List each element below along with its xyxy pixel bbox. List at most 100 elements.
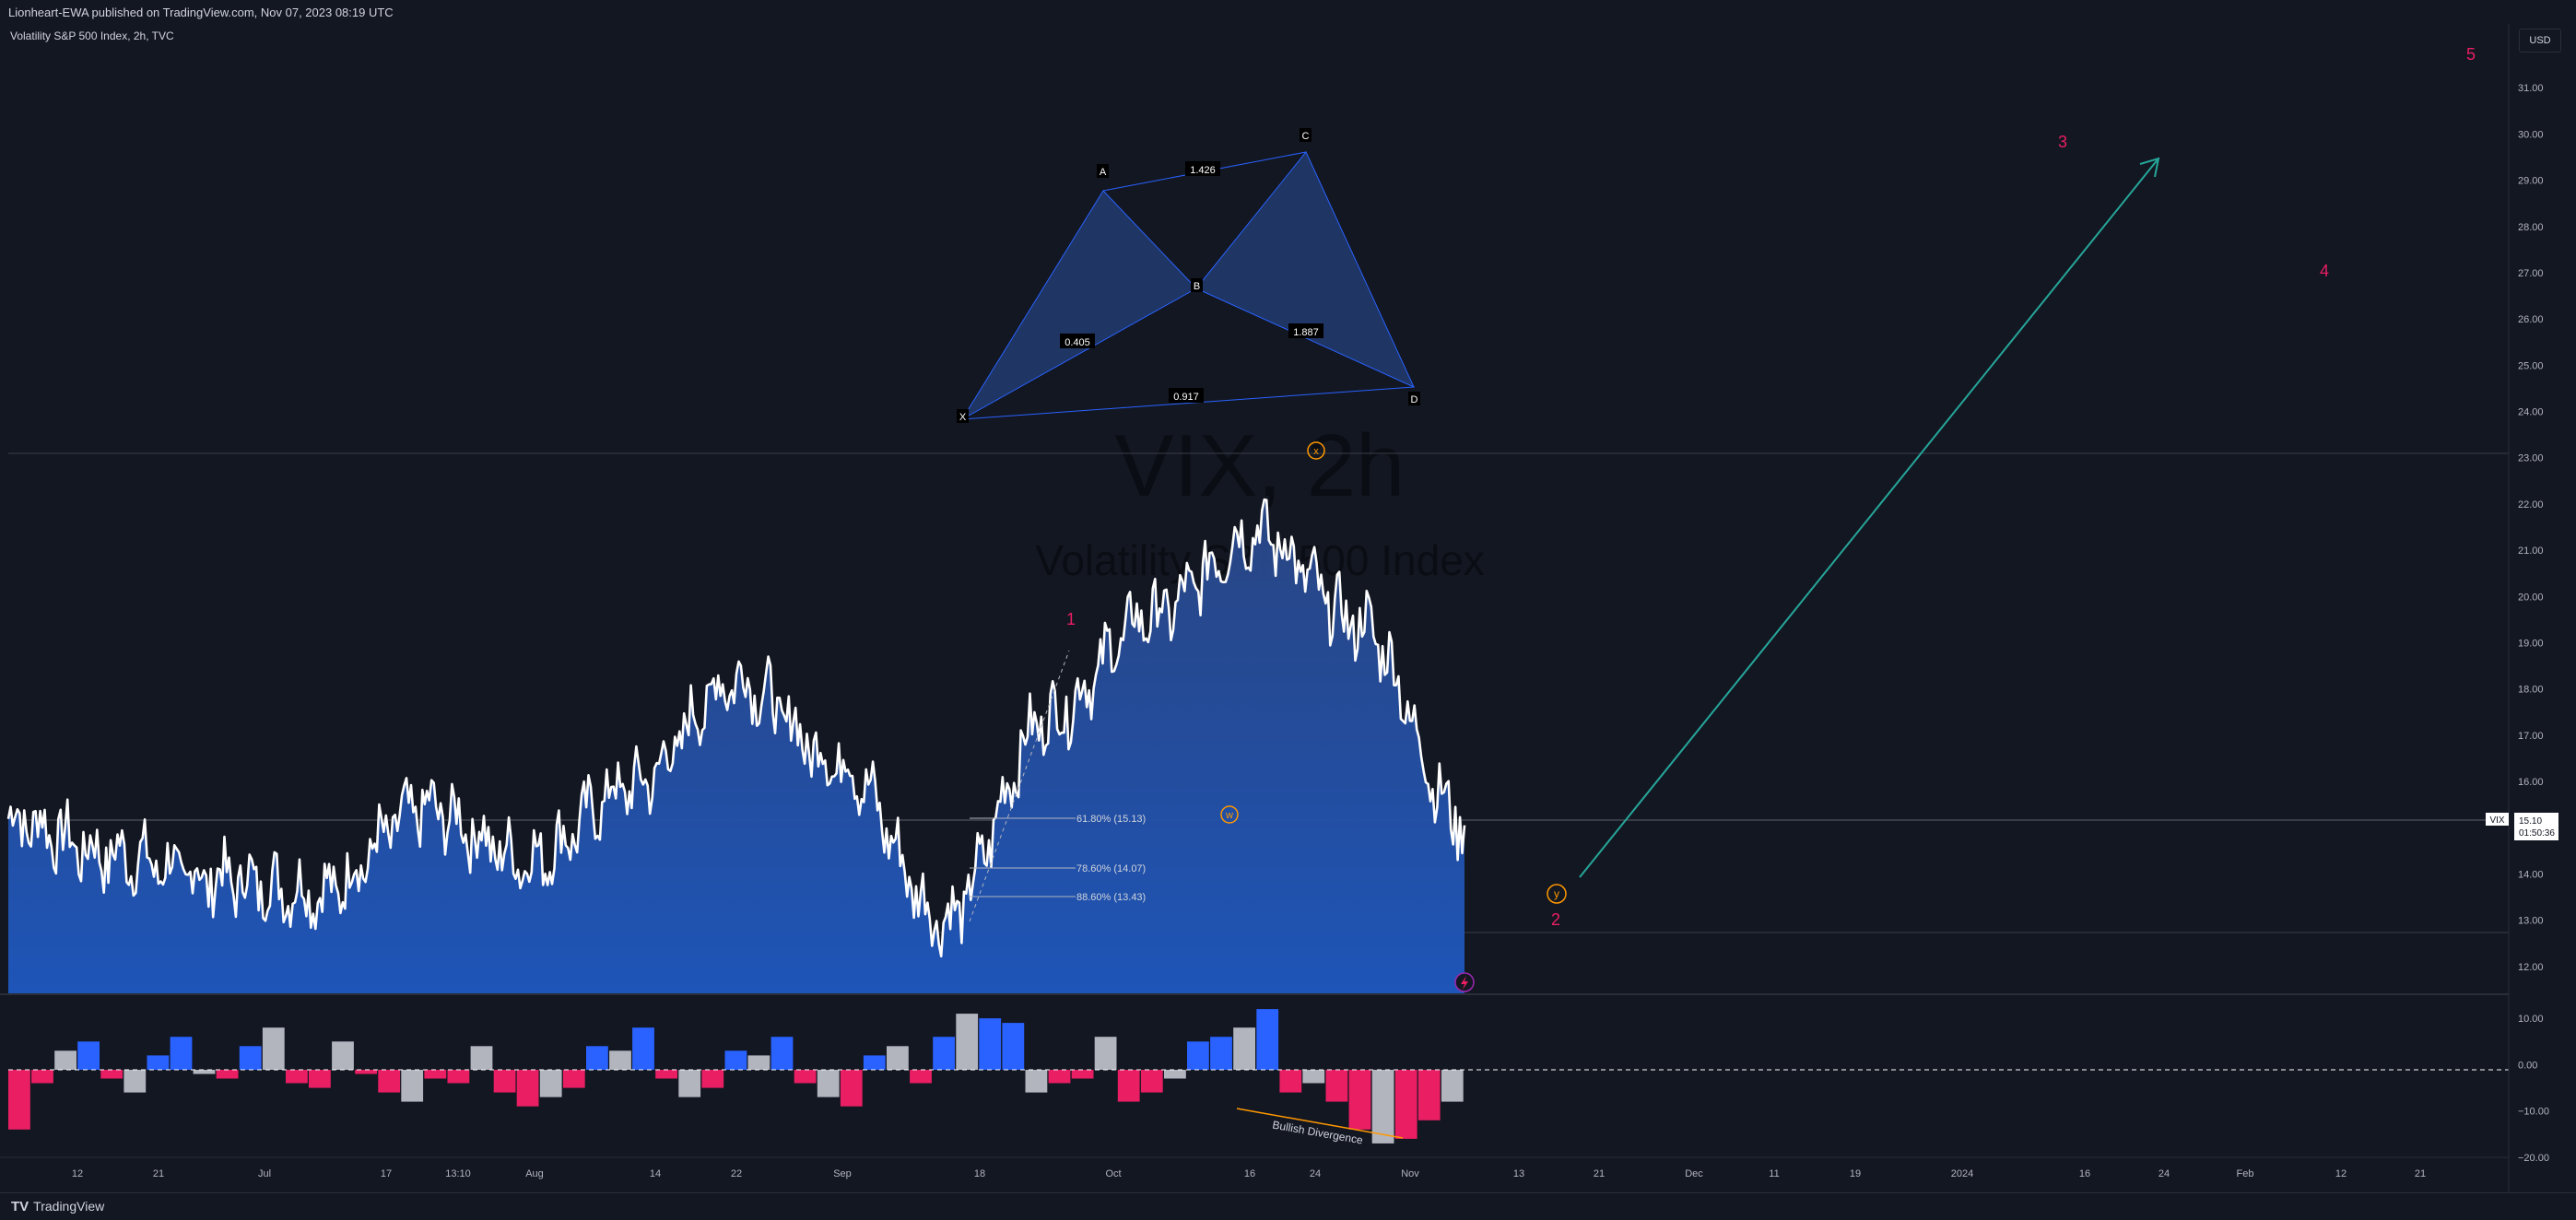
- time-tick-20: 16: [2079, 1168, 2090, 1179]
- harmonic-point-b: B: [1194, 281, 1200, 292]
- oscillator-bar: [516, 1070, 539, 1107]
- oscillator-bar: [1210, 1037, 1232, 1070]
- last-price-symbol-tag: VIX: [2489, 815, 2504, 826]
- wave-label-w: w: [1225, 810, 1233, 821]
- oscillator-bar: [770, 1037, 794, 1070]
- oscillator-bar: [147, 1055, 170, 1070]
- harmonic-ratio-bd: 1.887: [1293, 327, 1319, 338]
- oscillator-bar: [401, 1070, 424, 1102]
- wave-label-1[interactable]: 1: [1066, 610, 1076, 628]
- time-tick-14: 13: [1513, 1168, 1524, 1179]
- oscillator-bar: [170, 1037, 193, 1070]
- harmonic-line-xd: [961, 386, 1415, 420]
- fib-level-786: 78.60% (14.07): [1076, 863, 1146, 874]
- fib-level-618: 61.80% (15.13): [1076, 814, 1146, 825]
- publish-info-text: Lionheart-EWA published on TradingView.c…: [8, 6, 394, 19]
- wave-label-x: x: [1313, 446, 1319, 457]
- last-price-countdown: 01:50:36: [2519, 828, 2555, 839]
- time-axis[interactable]: 12 21 Jul 17 13:10 Aug 14 22 Sep 18 Oct 16 24 Nov 13 21…: [72, 1168, 2426, 1179]
- time-tick-1: 21: [153, 1168, 164, 1179]
- oscillator-bar: [1140, 1070, 1163, 1093]
- oscillator-bar: [1233, 1027, 1255, 1070]
- chart-area[interactable]: Volatility S&P 500 Index, 2h, TVC VIX, 2…: [0, 24, 2576, 1192]
- oscillator-pane[interactable]: [8, 1009, 1464, 1144]
- harmonic-ratio-xd: 0.917: [1173, 392, 1199, 403]
- oscillator-bar: [678, 1070, 701, 1097]
- footer-bar: TV TradingView: [0, 1192, 2576, 1220]
- oscillator-tick-1: 0.00: [2518, 1060, 2537, 1071]
- harmonic-point-c: C: [1302, 131, 1310, 142]
- currency-button[interactable]: USD: [2519, 29, 2561, 53]
- oscillator-bar: [1025, 1070, 1048, 1093]
- time-tick-18: 19: [1850, 1168, 1861, 1179]
- last-price-value: 15.10: [2519, 816, 2542, 827]
- price-tick-3: 28.00: [2518, 222, 2544, 233]
- oscillator-bar: [193, 1070, 216, 1074]
- price-line[interactable]: [6, 498, 1466, 958]
- oscillator-bar: [1002, 1023, 1025, 1070]
- fib-level-886: 88.60% (13.43): [1076, 892, 1146, 903]
- oscillator-bar: [887, 1046, 909, 1070]
- oscillator-bar: [979, 1018, 1002, 1070]
- divergence-line[interactable]: [1236, 1108, 1404, 1139]
- harmonic-point-d: D: [1411, 394, 1418, 405]
- oscillator-bar: [1302, 1070, 1325, 1084]
- wave-label-y: y: [1554, 887, 1559, 900]
- oscillator-bar: [724, 1050, 747, 1070]
- oscillator-bar: [332, 1041, 354, 1070]
- price-tick-6: 25.00: [2518, 360, 2544, 371]
- oscillator-bar: [124, 1070, 147, 1093]
- symbol-legend[interactable]: Volatility S&P 500 Index, 2h, TVC: [10, 29, 174, 42]
- price-tick-13: 18.00: [2518, 685, 2544, 696]
- oscillator-bar: [1279, 1070, 1302, 1093]
- wave-circle-x[interactable]: [1307, 441, 1325, 460]
- price-tick-2: 29.00: [2518, 176, 2544, 187]
- time-tick-13: Nov: [1401, 1168, 1419, 1179]
- oscillator-bar: [378, 1070, 401, 1093]
- time-tick-19: 2024: [1951, 1168, 1973, 1179]
- time-tick-6: 14: [650, 1168, 661, 1179]
- oscillator-bar: [632, 1027, 654, 1070]
- wave-label-3[interactable]: 3: [2058, 133, 2067, 151]
- wave-label-4[interactable]: 4: [2320, 262, 2329, 280]
- fib-retracement[interactable]: 61.80% (15.13) 78.60% (14.07) 88.60% (13…: [969, 650, 1146, 922]
- oscillator-bar: [239, 1046, 262, 1070]
- price-tick-19: 12.00: [2518, 962, 2544, 973]
- oscillator-bar: [609, 1050, 631, 1070]
- publish-info-bar: Lionheart-EWA published on TradingView.c…: [0, 0, 2576, 25]
- harmonic-point-a: A: [1100, 167, 1107, 178]
- oscillator-bar: [794, 1070, 817, 1084]
- time-tick-10: Oct: [1105, 1168, 1121, 1179]
- tradingview-brand[interactable]: TV TradingView: [11, 1199, 105, 1214]
- oscillator-bar: [31, 1070, 53, 1084]
- harmonic-ratio-ac: 1.426: [1190, 165, 1216, 176]
- time-tick-7: 22: [731, 1168, 742, 1179]
- wave-label-5[interactable]: 5: [2466, 45, 2476, 64]
- time-tick-15: 21: [1594, 1168, 1605, 1179]
- time-tick-11: 16: [1244, 1168, 1255, 1179]
- price-tick-4: 27.00: [2518, 268, 2544, 279]
- oscillator-bar: [840, 1070, 863, 1107]
- harmonic-pattern[interactable]: X A B C D 1.426 0.405 1.887 0.917: [957, 128, 1420, 423]
- oscillator-bar: [863, 1055, 886, 1070]
- time-tick-17: 11: [1769, 1168, 1779, 1179]
- time-tick-8: Sep: [833, 1168, 852, 1179]
- lightning-icon[interactable]: [1454, 972, 1475, 992]
- price-tick-14: 17.00: [2518, 731, 2544, 742]
- oscillator-bar: [77, 1041, 100, 1070]
- time-tick-9: 18: [974, 1168, 985, 1179]
- oscillator-bar: [1417, 1070, 1441, 1120]
- time-tick-16: Dec: [1685, 1168, 1703, 1179]
- wave-label-2[interactable]: 2: [1551, 910, 1560, 929]
- time-tick-24: 21: [2415, 1168, 2426, 1179]
- oscillator-bar: [1048, 1070, 1071, 1084]
- price-area-fill: [8, 499, 1464, 994]
- price-tick-17: 14.00: [2518, 869, 2544, 880]
- oscillator-bar: [701, 1070, 724, 1088]
- oscillator-bar: [262, 1027, 285, 1070]
- oscillator-axis[interactable]: 10.00 0.00 −10.00 −20.00: [2518, 1014, 2549, 1164]
- oscillator-bar: [586, 1046, 608, 1070]
- wave-circle-w[interactable]: [1220, 805, 1239, 824]
- wave-circle-y[interactable]: [1547, 884, 1567, 904]
- projection-arrow[interactable]: [1579, 157, 2160, 878]
